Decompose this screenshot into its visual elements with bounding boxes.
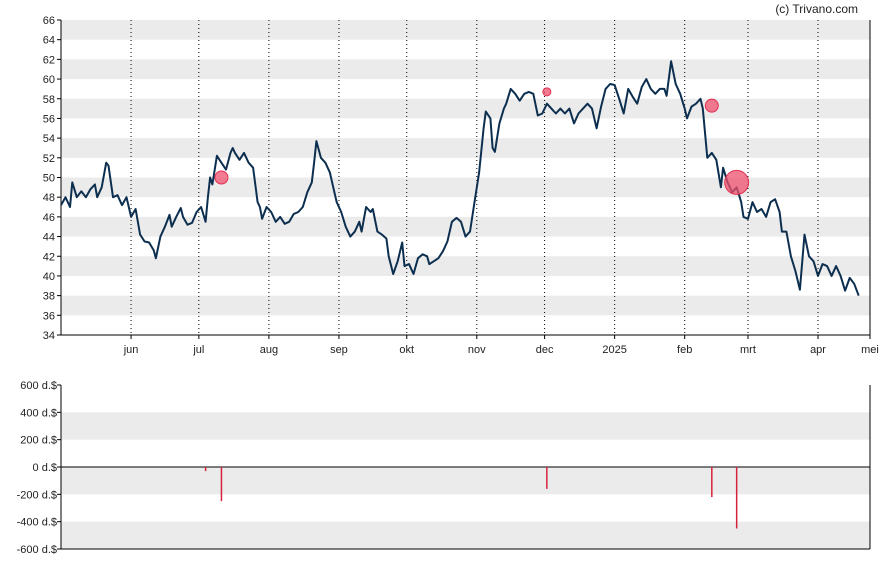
grid-band — [61, 20, 870, 40]
y-tick-label: 64 — [43, 35, 55, 47]
x-tick-label: 2025 — [602, 344, 626, 356]
grid-band — [61, 256, 870, 276]
x-tick-label: dec — [536, 344, 554, 356]
trade-marker — [704, 98, 719, 113]
x-tick-label: okt — [399, 344, 414, 356]
y-tick-label: 42 — [43, 251, 55, 263]
y-tick-label: -200 d.$ — [17, 489, 57, 501]
y-tick-label: 44 — [43, 232, 55, 244]
x-tick-label: feb — [677, 344, 692, 356]
x-tick-label: nov — [468, 344, 486, 356]
x-tick-label: jul — [192, 344, 204, 356]
price-line — [60, 60, 860, 296]
price-panel: 34 36 38 40 42 44 46 48 50 52 54 56 58 60 62 64 66 jun jul… — [43, 15, 879, 356]
x-tick-label: sep — [330, 344, 348, 356]
y-tick-label: 40 — [43, 271, 55, 283]
y-tick-label: 38 — [43, 291, 55, 303]
y-tick-label: 46 — [43, 212, 55, 224]
y-tick-label: 36 — [43, 310, 55, 322]
grid-band — [61, 216, 870, 237]
y-tick-label: -600 d.$ — [17, 544, 57, 556]
y-tick-label: 52 — [43, 153, 55, 165]
grid-band — [61, 177, 870, 198]
y-tick-label: 58 — [43, 94, 55, 106]
x-tick-label: mei — [861, 344, 879, 356]
grid-band — [61, 138, 870, 158]
volume-panel: -600 d.$ -400 d.$ -200 d.$ 0 d.$ 200 d.$ 400 … — [17, 380, 871, 556]
x-tick-label: aug — [260, 344, 278, 356]
y-tick-label: 60 — [43, 74, 55, 86]
y-tick-label: -400 d.$ — [17, 517, 57, 529]
trade-marker — [724, 169, 750, 195]
y-tick-label: 56 — [43, 113, 55, 125]
x-tick-label: apr — [810, 344, 826, 356]
y-tick-label: 600 d.$ — [20, 380, 57, 392]
y-tick-label: 400 d.$ — [20, 407, 57, 419]
y-tick-label: 34 — [43, 330, 55, 342]
x-tick-label: jun — [123, 344, 139, 356]
credit-text: (c) Trivano.com — [775, 2, 858, 16]
trade-marker — [214, 170, 229, 185]
grid-band — [61, 295, 870, 316]
y-tick-label: 200 d.$ — [20, 435, 57, 447]
y-tick-label: 54 — [43, 133, 55, 145]
grid-band — [61, 467, 870, 495]
x-tick-label: mrt — [740, 344, 756, 356]
y-tick-label: 66 — [43, 15, 55, 27]
grid-band — [61, 412, 870, 440]
y-tick-label: 50 — [43, 173, 55, 185]
grid-band — [61, 98, 870, 119]
grid-band — [61, 521, 870, 549]
trade-marker — [542, 87, 552, 97]
y-tick-label: 0 d.$ — [33, 462, 57, 474]
y-tick-label: 48 — [43, 192, 55, 204]
grid-band — [61, 59, 870, 80]
y-tick-label: 62 — [43, 54, 55, 66]
